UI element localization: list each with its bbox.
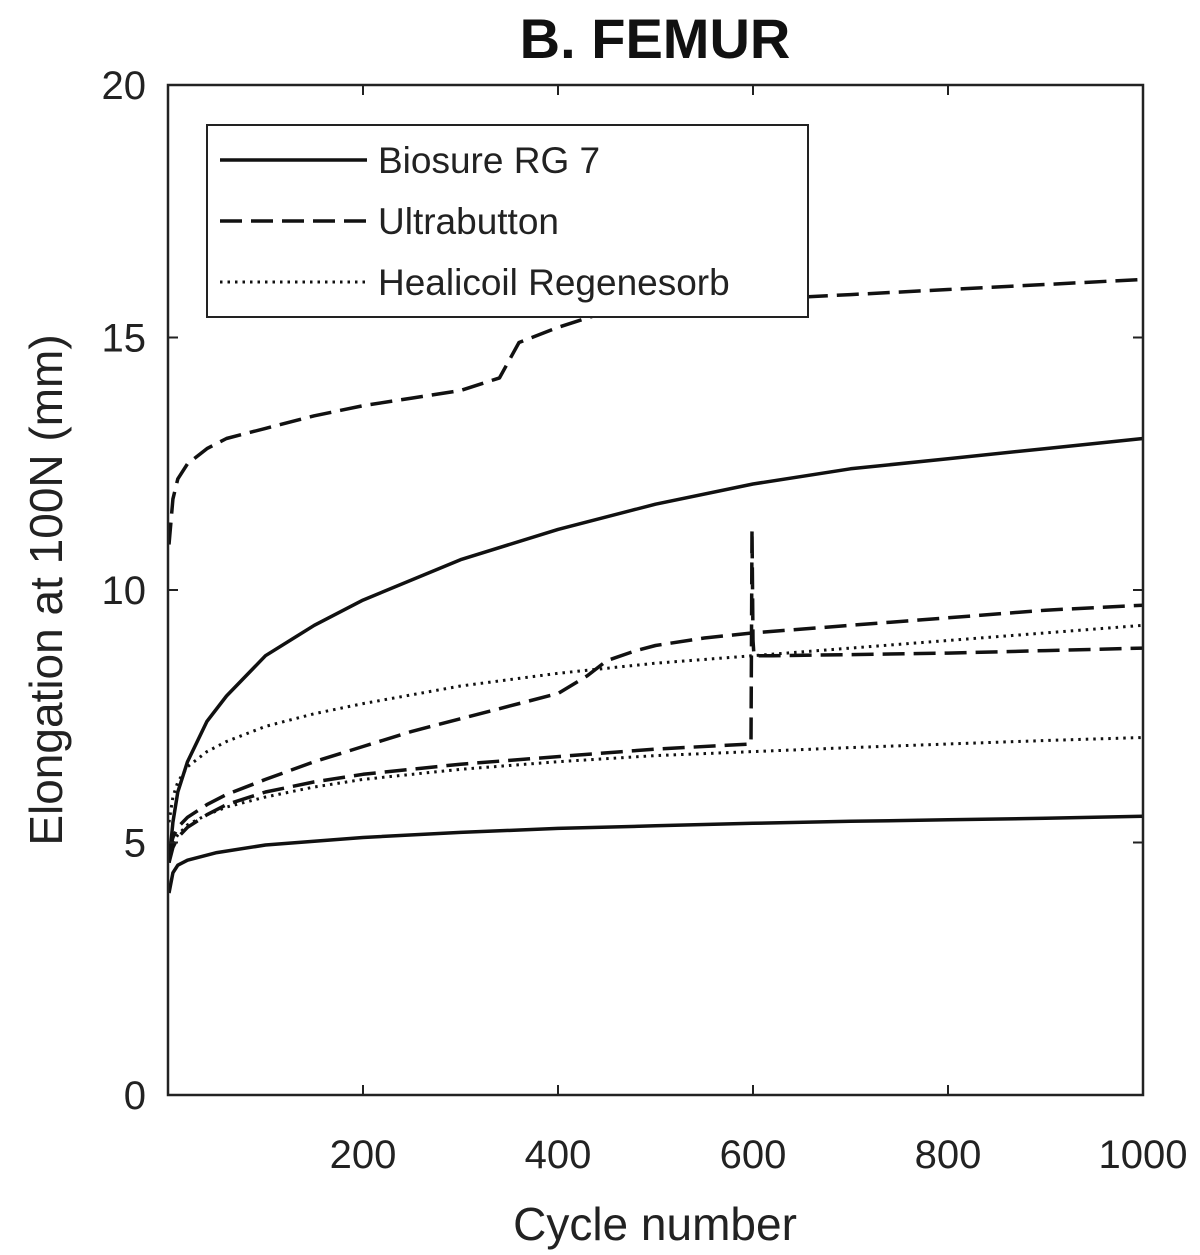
x-tick-label: 1000 (1099, 1133, 1188, 1177)
series-line-2-solid (167, 814, 1144, 894)
chart-title: B. FEMUR (520, 7, 791, 70)
y-axis-label: Elongation at 100N (mm) (20, 334, 72, 845)
series-line-3-dashed (167, 277, 1144, 545)
series-line-6-dotted (167, 623, 1144, 823)
y-tick-label: 5 (124, 822, 146, 866)
legend-label: Healicoil Regenesorb (378, 262, 730, 303)
x-axis-label: Cycle number (513, 1198, 797, 1250)
axis-ticks: 200 400 600 800 1000 0 5 10 15 20 (102, 64, 1188, 1177)
series-line-4-dashed (167, 603, 1144, 854)
plot-series (167, 277, 1144, 894)
x-tick-label: 600 (720, 1133, 787, 1177)
x-tick-label: 400 (525, 1133, 592, 1177)
series-line-5-dashed (167, 527, 1144, 864)
legend-box (206, 124, 809, 318)
legend-label: Biosure RG 7 (378, 140, 600, 181)
y-tick-label: 20 (102, 64, 147, 108)
legend: Biosure RG 7 Ultrabutton Healicoil Regenes… (206, 124, 809, 318)
x-tick-label: 800 (915, 1133, 982, 1177)
y-tick-label: 0 (124, 1074, 146, 1118)
x-tick-label: 200 (330, 1133, 397, 1177)
y-tick-label: 15 (102, 317, 147, 361)
y-tick-label: 10 (102, 569, 147, 613)
legend-label: Ultrabutton (378, 201, 559, 242)
